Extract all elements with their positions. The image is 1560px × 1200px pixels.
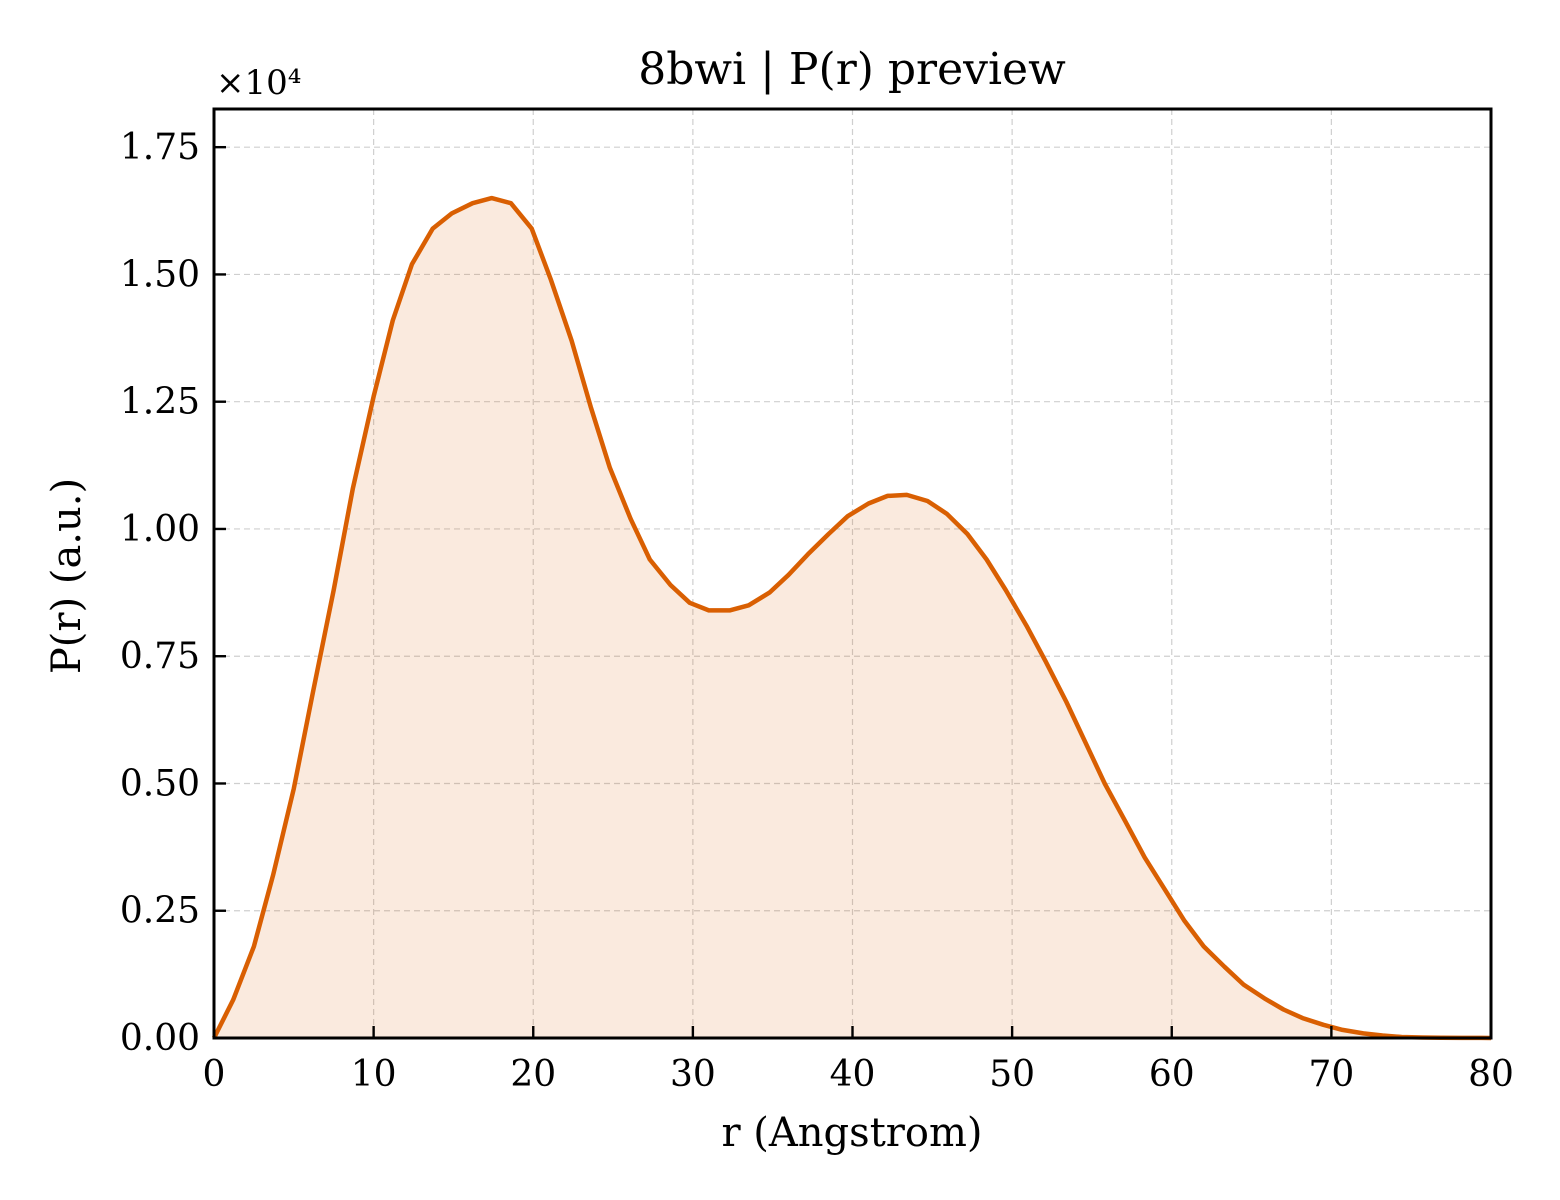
y-axis: 0.00 0.25 0.50 0.75 1.00 1.25 1.50 1.75 [120,127,226,1059]
y-tick-label: 0.75 [120,636,200,677]
y-offset-label: ×10⁴ [216,63,301,103]
x-tick-label: 0 [203,1054,226,1095]
chart-title: 8bwi | P(r) preview [638,44,1066,95]
y-axis-label: P(r) (a.u.) [44,478,90,674]
y-tick-label: 1.00 [120,509,200,550]
x-tick-label: 70 [1308,1054,1354,1095]
x-axis-label: r (Angstrom) [721,1110,982,1156]
x-tick-label: 40 [830,1054,876,1095]
series-line [211,195,1492,1041]
y-tick-label: 1.50 [120,254,200,295]
y-tick-label: 1.25 [120,382,200,423]
x-tick-label: 80 [1468,1054,1514,1095]
series-area-fill [214,198,1491,1039]
x-tick-label: 60 [1149,1054,1195,1095]
y-tick-label: 1.75 [120,127,200,168]
x-tick-label: 50 [989,1054,1035,1095]
y-tick-label: 0.25 [120,891,200,932]
x-tick-label: 10 [351,1054,397,1095]
x-tick-label: 30 [670,1054,716,1095]
x-tick-label: 20 [510,1054,556,1095]
x-axis: 0 10 20 30 40 50 60 70 80 [203,1026,1514,1095]
y-tick-label: 0.00 [120,1018,200,1059]
y-tick-label: 0.50 [120,763,200,804]
